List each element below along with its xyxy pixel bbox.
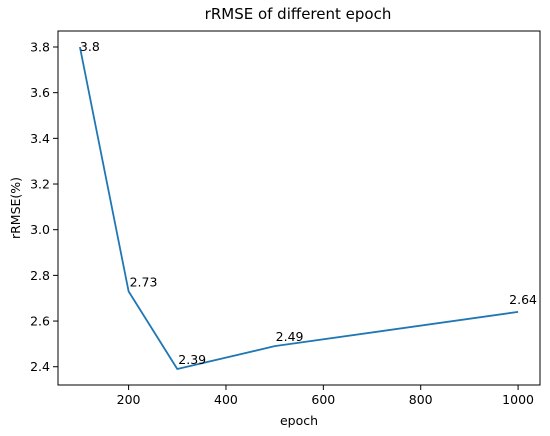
x-tick-label: 1000 xyxy=(502,392,534,407)
y-axis: 2.4 2.6 2.8 3.0 3.2 3.4 3.6 3.8 xyxy=(30,39,58,374)
data-label: 2.64 xyxy=(509,292,537,307)
x-tick-label: 800 xyxy=(409,392,433,407)
y-tick-label: 2.8 xyxy=(30,268,50,283)
data-labels: 3.8 2.73 2.39 2.49 2.64 xyxy=(80,39,537,367)
data-label: 2.73 xyxy=(130,274,158,289)
x-axis: 200 400 600 800 1000 xyxy=(117,385,534,407)
y-tick-label: 3.0 xyxy=(30,222,50,237)
x-tick-label: 400 xyxy=(214,392,238,407)
data-label: 2.39 xyxy=(178,352,206,367)
y-tick-label: 3.8 xyxy=(30,39,50,54)
chart-title: rRMSE of different epoch xyxy=(205,5,392,23)
plot-area-frame xyxy=(57,30,541,386)
x-axis-label: epoch xyxy=(280,413,318,428)
x-tick-label: 200 xyxy=(117,392,141,407)
y-tick-label: 2.6 xyxy=(30,314,50,329)
x-tick-label: 600 xyxy=(311,392,335,407)
data-label: 2.49 xyxy=(276,329,304,344)
series-line xyxy=(79,46,519,370)
y-tick-label: 2.4 xyxy=(30,359,50,374)
y-axis-label: rRMSE(%) xyxy=(8,177,23,239)
y-tick-label: 3.6 xyxy=(30,85,50,100)
y-tick-label: 3.2 xyxy=(30,177,50,192)
data-label: 3.8 xyxy=(80,39,100,54)
y-tick-label: 3.4 xyxy=(30,131,50,146)
